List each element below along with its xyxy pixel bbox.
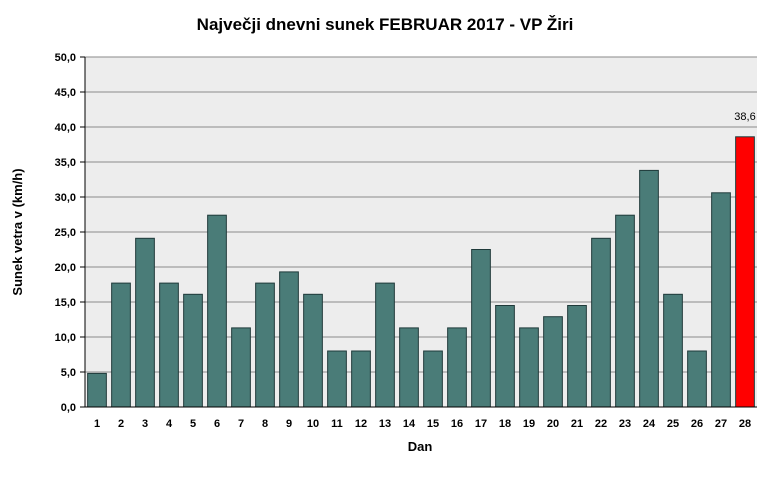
bar bbox=[447, 327, 467, 408]
y-tick-label: 30,0 bbox=[55, 192, 76, 204]
x-tick-label: 21 bbox=[571, 418, 583, 430]
bar bbox=[375, 282, 395, 408]
bar bbox=[615, 214, 635, 408]
bars bbox=[87, 136, 755, 408]
x-tick-label: 19 bbox=[523, 418, 535, 430]
bar bbox=[87, 372, 107, 408]
bar bbox=[279, 271, 299, 408]
x-tick-label: 3 bbox=[142, 418, 148, 430]
x-tick-label: 18 bbox=[499, 418, 511, 430]
bar bbox=[711, 192, 731, 408]
x-tick-label: 11 bbox=[331, 418, 343, 430]
y-tick-label: 0,0 bbox=[61, 402, 76, 414]
bar bbox=[231, 327, 251, 408]
x-tick-label: 5 bbox=[190, 418, 196, 430]
x-tick-label: 8 bbox=[262, 418, 268, 430]
bar bbox=[255, 282, 275, 408]
bar bbox=[735, 136, 755, 408]
chart-title: Največji dnevni sunek FEBRUAR 2017 - VP … bbox=[197, 15, 574, 34]
x-tick-label: 9 bbox=[286, 418, 292, 430]
x-tick-label: 26 bbox=[691, 418, 703, 430]
bar bbox=[591, 237, 611, 408]
bar bbox=[399, 327, 419, 408]
bar bbox=[543, 316, 563, 408]
bar bbox=[135, 237, 155, 408]
x-tick-label: 14 bbox=[403, 418, 416, 430]
x-tick-label: 13 bbox=[379, 418, 391, 430]
x-tick-label: 17 bbox=[475, 418, 487, 430]
x-tick-label: 23 bbox=[619, 418, 631, 430]
x-tick-label: 16 bbox=[451, 418, 463, 430]
x-tick-label: 7 bbox=[238, 418, 244, 430]
x-tick-label: 6 bbox=[214, 418, 220, 430]
x-tick-label: 25 bbox=[667, 418, 679, 430]
bar bbox=[687, 350, 707, 408]
y-tick-label: 15,0 bbox=[55, 297, 76, 309]
bar bbox=[639, 169, 659, 408]
y-tick-label: 20,0 bbox=[55, 262, 76, 274]
x-tick-label: 24 bbox=[643, 418, 656, 430]
y-tick-label: 45,0 bbox=[55, 87, 76, 99]
y-tick-label: 25,0 bbox=[55, 227, 76, 239]
x-tick-label: 27 bbox=[715, 418, 727, 430]
data-labels: 38,6 bbox=[734, 111, 755, 123]
bar bbox=[159, 282, 179, 408]
y-tick-label: 10,0 bbox=[55, 332, 76, 344]
bar bbox=[495, 305, 515, 408]
y-tick-label: 5,0 bbox=[61, 367, 76, 379]
bar bbox=[327, 350, 347, 408]
y-tick-label: 40,0 bbox=[55, 122, 76, 134]
x-tick-label: 22 bbox=[595, 418, 607, 430]
y-axis-title: Sunek vetra v (km/h) bbox=[10, 168, 25, 295]
axes bbox=[80, 56, 757, 408]
y-tick-labels: 0,0 5,0 10,0 15,0 20,0 25,0 30,0 35,0 40,0 45,0 50… bbox=[55, 52, 76, 414]
bar bbox=[663, 293, 683, 408]
bar bbox=[303, 293, 323, 408]
bar bbox=[183, 293, 203, 408]
y-tick-label: 35,0 bbox=[55, 157, 76, 169]
bar bbox=[207, 214, 227, 408]
y-tick-label: 50,0 bbox=[55, 52, 76, 64]
bar bbox=[471, 249, 491, 408]
x-tick-label: 4 bbox=[166, 418, 173, 430]
x-tick-label: 2 bbox=[118, 418, 124, 430]
data-label: 38,6 bbox=[734, 111, 755, 123]
x-tick-labels: 1 2 3 4 5 6 7 8 9 10 11 12 13 14 15 16 17 18 19 20 21 22 23 24 2… bbox=[94, 418, 751, 430]
bar bbox=[351, 350, 371, 408]
x-axis-title: Dan bbox=[408, 439, 433, 454]
x-tick-label: 10 bbox=[307, 418, 319, 430]
bar bbox=[111, 282, 131, 408]
bar bbox=[567, 305, 587, 408]
bar bbox=[519, 327, 539, 408]
x-tick-label: 12 bbox=[355, 418, 367, 430]
bar bbox=[423, 350, 443, 408]
x-tick-label: 15 bbox=[427, 418, 439, 430]
x-tick-label: 1 bbox=[94, 418, 100, 430]
x-tick-label: 28 bbox=[739, 418, 751, 430]
x-tick-label: 20 bbox=[547, 418, 559, 430]
